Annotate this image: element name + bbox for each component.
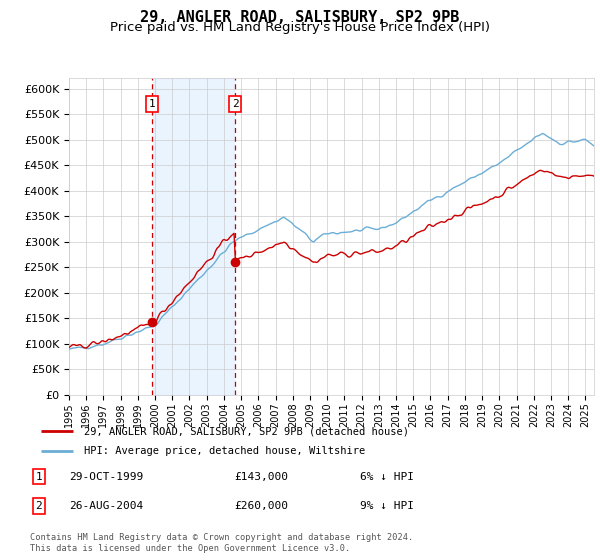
Text: 26-AUG-2004: 26-AUG-2004 — [69, 501, 143, 511]
Text: Contains HM Land Registry data © Crown copyright and database right 2024.
This d: Contains HM Land Registry data © Crown c… — [30, 533, 413, 553]
Text: 1: 1 — [149, 99, 155, 109]
Text: £143,000: £143,000 — [234, 472, 288, 482]
Text: Price paid vs. HM Land Registry's House Price Index (HPI): Price paid vs. HM Land Registry's House … — [110, 21, 490, 34]
Text: HPI: Average price, detached house, Wiltshire: HPI: Average price, detached house, Wilt… — [84, 446, 365, 456]
Text: 6% ↓ HPI: 6% ↓ HPI — [360, 472, 414, 482]
Text: 29, ANGLER ROAD, SALISBURY, SP2 9PB (detached house): 29, ANGLER ROAD, SALISBURY, SP2 9PB (det… — [84, 426, 409, 436]
Text: £260,000: £260,000 — [234, 501, 288, 511]
Text: 29-OCT-1999: 29-OCT-1999 — [69, 472, 143, 482]
Text: 1: 1 — [35, 472, 43, 482]
Text: 2: 2 — [35, 501, 43, 511]
Text: 29, ANGLER ROAD, SALISBURY, SP2 9PB: 29, ANGLER ROAD, SALISBURY, SP2 9PB — [140, 10, 460, 25]
Text: 9% ↓ HPI: 9% ↓ HPI — [360, 501, 414, 511]
Text: 2: 2 — [232, 99, 238, 109]
